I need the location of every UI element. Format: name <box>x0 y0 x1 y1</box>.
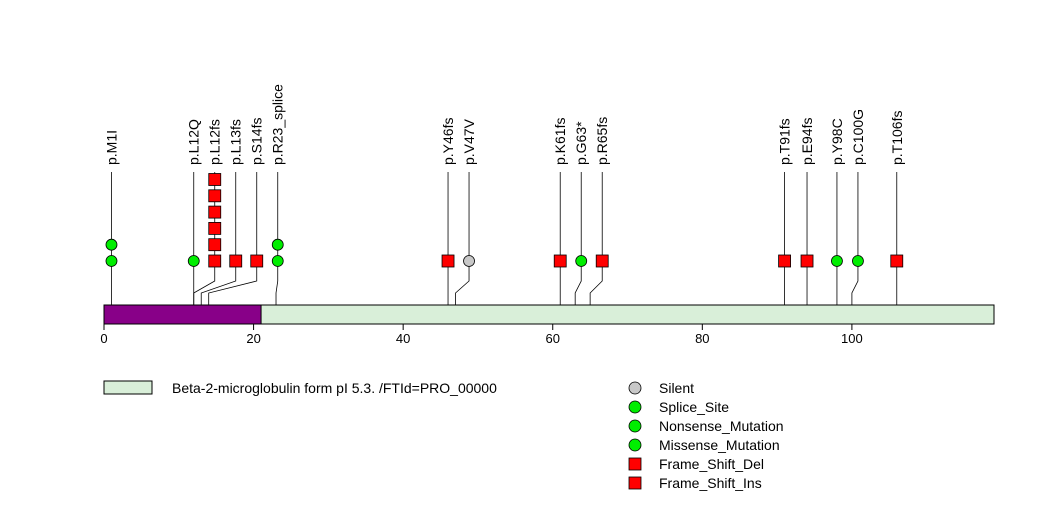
x-tick-label: 0 <box>100 331 107 346</box>
marker-square <box>553 254 567 268</box>
marker-circle <box>852 255 864 267</box>
legend-type-label: Missense_Mutation <box>659 437 780 453</box>
connector-line <box>193 261 216 305</box>
domain-layer <box>103 304 995 325</box>
legend-type-label: Splice_Site <box>659 399 729 415</box>
connector-line <box>208 261 258 305</box>
legend-type-swatch <box>628 400 642 414</box>
mutation-label: p.L13fs <box>228 119 244 165</box>
mutation-label: p.L12fs <box>207 119 223 165</box>
connector-line <box>574 261 582 305</box>
x-tick-label: 40 <box>396 331 410 346</box>
marker-square <box>208 221 222 235</box>
mutation-label: p.R65fs <box>594 117 610 165</box>
mutation-label: p.G63* <box>573 121 589 165</box>
marker-square <box>595 254 609 268</box>
x-tick-label: 20 <box>246 331 260 346</box>
legend: Beta-2-microglobulin form pI 5.3. /FTId=… <box>103 380 784 491</box>
marker-square <box>229 254 243 268</box>
stem-layer <box>111 172 898 261</box>
mutation-label: p.V47V <box>461 118 477 165</box>
marker-square <box>800 254 814 268</box>
mutation-label: p.Y98C <box>829 118 845 165</box>
mutation-label: p.L12Q <box>186 119 202 165</box>
mutation-label: p.K61fs <box>552 118 568 165</box>
legend-type-swatch <box>628 381 642 395</box>
connector-layer <box>111 261 898 305</box>
connector-line <box>200 261 237 305</box>
x-axis: 0 20 40 60 80 100 <box>100 324 863 346</box>
mutation-label: p.T106fs <box>889 111 905 165</box>
mutation-label: p.S14fs <box>249 118 265 165</box>
legend-domain-label: Beta-2-microglobulin form pI 5.3. /FTId=… <box>172 380 497 396</box>
marker-circle <box>271 238 284 251</box>
x-tick-label: 80 <box>695 331 709 346</box>
legend-type-label: Frame_Shift_Del <box>659 456 764 472</box>
mutation-label: p.T91fs <box>777 118 793 165</box>
mutation-label-layer: p.M1I p.L12Q p.L12fs p.L13fs p.S14fs p.R23_sp… <box>103 84 904 165</box>
marker-square <box>890 254 904 268</box>
legend-type-label: Frame_Shift_Ins <box>659 475 762 491</box>
connector-line <box>851 261 859 305</box>
marker-circle <box>105 255 118 267</box>
x-tick-label: 60 <box>546 331 560 346</box>
marker-circle <box>271 255 284 267</box>
x-tick-label: 100 <box>841 331 863 346</box>
marker-square <box>208 254 222 268</box>
legend-type-label: Silent <box>659 380 694 396</box>
marker-square <box>250 254 264 268</box>
mutation-label: p.Y46fs <box>440 118 456 165</box>
legend-type-swatch <box>628 419 642 433</box>
mutation-label: p.R23_splice <box>270 84 286 165</box>
mutation-label: p.C100G <box>850 109 866 165</box>
marker-square <box>208 189 222 203</box>
legend-type-swatch <box>628 457 642 471</box>
marker-square <box>208 238 222 252</box>
marker-square <box>441 254 455 268</box>
connector-line <box>589 261 603 305</box>
marker-square <box>208 205 222 219</box>
marker-square <box>208 173 222 186</box>
marker-circle <box>575 255 588 267</box>
mutation-label: p.E94fs <box>799 118 815 165</box>
marker-square <box>778 254 791 268</box>
legend-type-swatch <box>628 438 642 452</box>
mutation-label: p.M1I <box>103 130 119 165</box>
legend-domain-swatch <box>103 380 153 395</box>
marker-layer <box>105 173 904 268</box>
connector-line <box>275 261 279 305</box>
marker-circle <box>187 255 200 267</box>
marker-circle <box>831 255 843 267</box>
domain-region <box>103 304 262 325</box>
legend-type-swatch <box>628 476 642 490</box>
marker-circle <box>463 255 475 267</box>
marker-circle <box>105 238 118 251</box>
connector-line <box>455 261 470 305</box>
legend-type-label: Nonsense_Mutation <box>659 418 784 434</box>
